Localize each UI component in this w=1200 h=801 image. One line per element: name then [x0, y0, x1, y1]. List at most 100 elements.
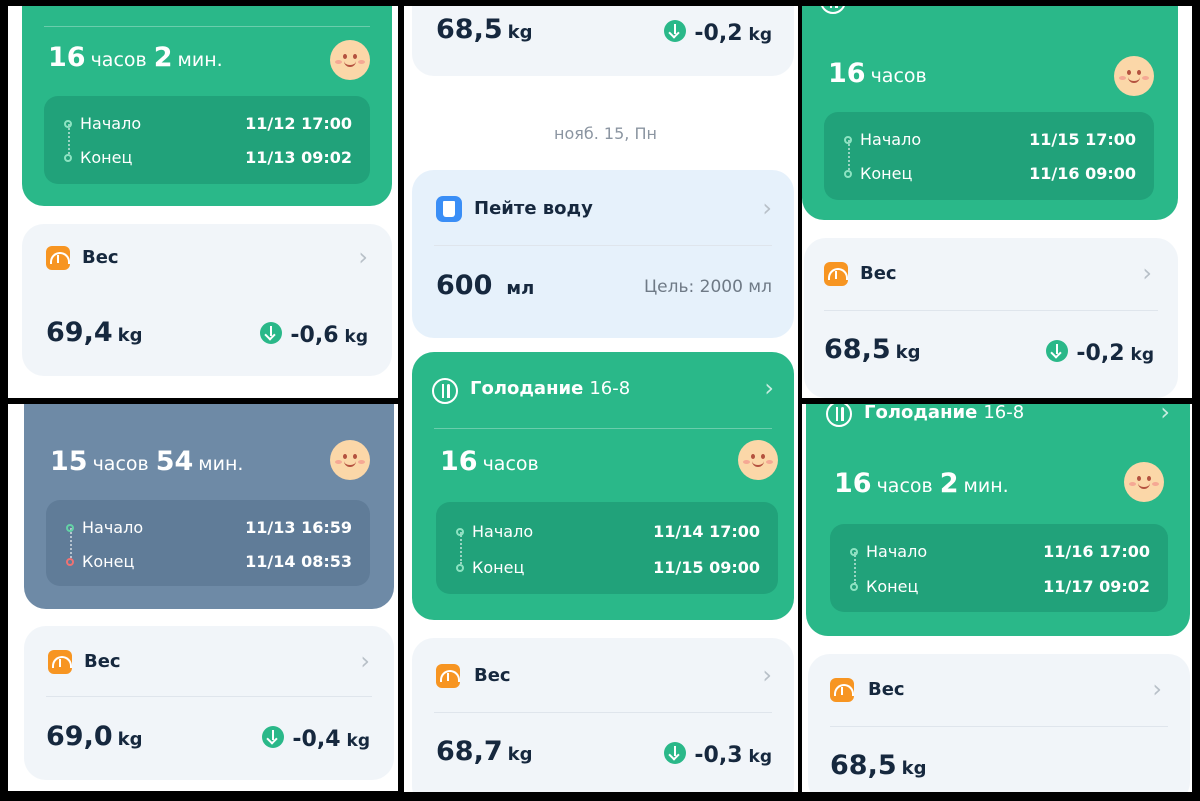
weight-value: 69,0 kg	[46, 721, 143, 752]
chevron-right-icon[interactable]: ›	[1142, 259, 1152, 287]
fork-knife-icon	[432, 378, 458, 404]
start-dot-icon	[844, 136, 852, 144]
arrow-down-icon	[1046, 340, 1069, 362]
smiley-face-icon	[1114, 56, 1154, 96]
end-time: 11/14 08:53	[245, 552, 352, 571]
weight-card[interactable]: Вес › 68,5 kg	[808, 654, 1190, 792]
weight-title: Вес	[84, 651, 121, 672]
chevron-right-icon[interactable]: ›	[360, 647, 370, 675]
water-amount: 600 мл	[436, 270, 535, 301]
end-dot-icon	[64, 154, 72, 162]
fasting-duration: 16 часов 2 мин.	[834, 468, 1009, 499]
start-time: 11/16 17:00	[1043, 542, 1150, 561]
scale-icon	[48, 650, 72, 674]
screenshot-panel-3: 68,5 kg -0,2 kg нояб. 15, Пн Пейте воду › …	[404, 6, 798, 792]
chevron-right-icon[interactable]: ›	[1152, 675, 1162, 703]
arrow-down-icon	[664, 742, 687, 764]
water-title: Пейте воду	[474, 198, 593, 219]
weight-card[interactable]: Вес › 68,5 kg -0,2 kg	[804, 238, 1178, 398]
fasting-times-box: Начало 11/13 16:59 Конец 11/14 08:53	[46, 500, 370, 586]
end-time: 11/13 09:02	[245, 148, 352, 167]
chevron-right-icon[interactable]: ›	[764, 374, 774, 402]
weight-card[interactable]: Вес › 69,4 kg -0,6 kg	[22, 224, 392, 376]
smiley-face-icon	[738, 440, 778, 480]
weight-title: Вес	[82, 247, 119, 268]
fasting-title: Голодание 16-8	[470, 378, 631, 399]
chevron-right-icon[interactable]: ›	[762, 194, 772, 222]
fasting-card[interactable]: 15 часов 54 мин. Начало 11/13 16:59 Конец 11/…	[24, 404, 394, 609]
fork-knife-icon	[820, 6, 846, 14]
divider	[44, 26, 370, 27]
water-goal: Цель: 2000 мл	[643, 277, 772, 297]
end-dot-icon	[844, 170, 852, 178]
weight-delta: -0,4 kg	[262, 726, 370, 752]
chevron-right-icon[interactable]: ›	[1160, 404, 1170, 426]
scale-icon	[824, 262, 848, 286]
fasting-times-box: Начало 11/15 17:00 Конец 11/16 09:00	[824, 112, 1154, 200]
weight-title: Вес	[474, 665, 511, 686]
fasting-duration: 15 часов 54 мин.	[50, 446, 244, 477]
smiley-face-icon	[1124, 462, 1164, 502]
start-dot-icon	[850, 548, 858, 556]
divider	[824, 310, 1158, 311]
start-dot-icon	[456, 528, 464, 536]
fasting-card[interactable]: Голодание 16-8 › 16 часов 2 мин. Начало 11/16…	[806, 404, 1190, 636]
weight-value: 68,5 kg	[436, 14, 533, 45]
weight-card[interactable]: Вес › 68,7 kg -0,3 kg	[412, 638, 794, 792]
fasting-card[interactable]: 16 часов Начало 11/15 17:00 Конец 11/16 09:…	[802, 6, 1178, 220]
divider	[434, 428, 772, 429]
fasting-duration: 16 часов 2 мин.	[48, 42, 223, 73]
smiley-face-icon	[330, 440, 370, 480]
chevron-right-icon[interactable]: ›	[358, 243, 368, 271]
start-time: 11/12 17:00	[245, 114, 352, 133]
end-dot-icon	[850, 583, 858, 591]
weight-delta: -0,2 kg	[664, 20, 772, 46]
weight-card[interactable]: Вес › 69,0 kg -0,4 kg	[24, 626, 394, 780]
end-time: 11/15 09:00	[653, 558, 760, 577]
arrow-down-icon	[262, 726, 285, 748]
arrow-down-icon	[260, 322, 283, 344]
screenshot-panel-2: 15 часов 54 мин. Начало 11/13 16:59 Конец 11/…	[8, 404, 398, 791]
weight-title: Вес	[868, 679, 905, 700]
start-dot-icon	[64, 120, 72, 128]
screenshot-panel-1: 16 часов 2 мин. Начало 11/12 17:00 Конец 11/1…	[8, 6, 398, 398]
scale-icon	[46, 246, 70, 270]
fasting-title: Голодание 16-8	[864, 404, 1025, 423]
screenshot-panel-5: Голодание 16-8 › 16 часов 2 мин. Начало 11/16…	[802, 404, 1192, 792]
arrow-down-icon	[664, 20, 687, 42]
weight-delta: -0,6 kg	[260, 322, 368, 348]
water-card[interactable]: Пейте воду › 600 мл Цель: 2000 мл	[412, 170, 794, 338]
fasting-times-box: Начало 11/12 17:00 Конец 11/13 09:02	[44, 96, 370, 184]
fork-knife-icon	[826, 404, 852, 427]
start-time: 11/15 17:00	[1029, 130, 1136, 149]
weight-card-top[interactable]: 68,5 kg -0,2 kg	[412, 6, 794, 76]
weight-value: 68,5 kg	[830, 750, 927, 781]
fasting-card[interactable]: 16 часов 2 мин. Начало 11/12 17:00 Конец 11/1…	[22, 6, 392, 206]
start-time: 11/13 16:59	[245, 518, 352, 537]
scale-icon	[436, 664, 460, 688]
start-dot-icon	[66, 524, 74, 532]
date-label: нояб. 15, Пн	[554, 124, 657, 143]
end-time: 11/16 09:00	[1029, 164, 1136, 183]
fasting-card[interactable]: Голодание 16-8 › 16 часов Начало 11/14 17:0…	[412, 352, 794, 620]
weight-value: 69,4 kg	[46, 317, 143, 348]
divider	[830, 726, 1168, 727]
fasting-duration: 16 часов	[828, 58, 927, 89]
divider	[46, 696, 372, 697]
fasting-times-box: Начало 11/14 17:00 Конец 11/15 09:00	[436, 502, 778, 594]
end-dot-icon	[66, 558, 74, 566]
fasting-duration: 16 часов	[440, 446, 539, 477]
end-time: 11/17 09:02	[1043, 577, 1150, 596]
fasting-times-box: Начало 11/16 17:00 Конец 11/17 09:02	[830, 524, 1168, 612]
weight-delta: -0,3 kg	[664, 742, 772, 768]
scale-icon	[830, 678, 854, 702]
screenshot-panel-4: 16 часов Начало 11/15 17:00 Конец 11/16 09:…	[802, 6, 1192, 398]
smiley-face-icon	[330, 40, 370, 80]
end-dot-icon	[456, 564, 464, 572]
water-glass-icon	[436, 196, 462, 222]
weight-title: Вес	[860, 263, 897, 284]
weight-delta: -0,2 kg	[1046, 340, 1154, 366]
divider	[434, 712, 772, 713]
chevron-right-icon[interactable]: ›	[762, 661, 772, 689]
divider	[434, 245, 772, 246]
